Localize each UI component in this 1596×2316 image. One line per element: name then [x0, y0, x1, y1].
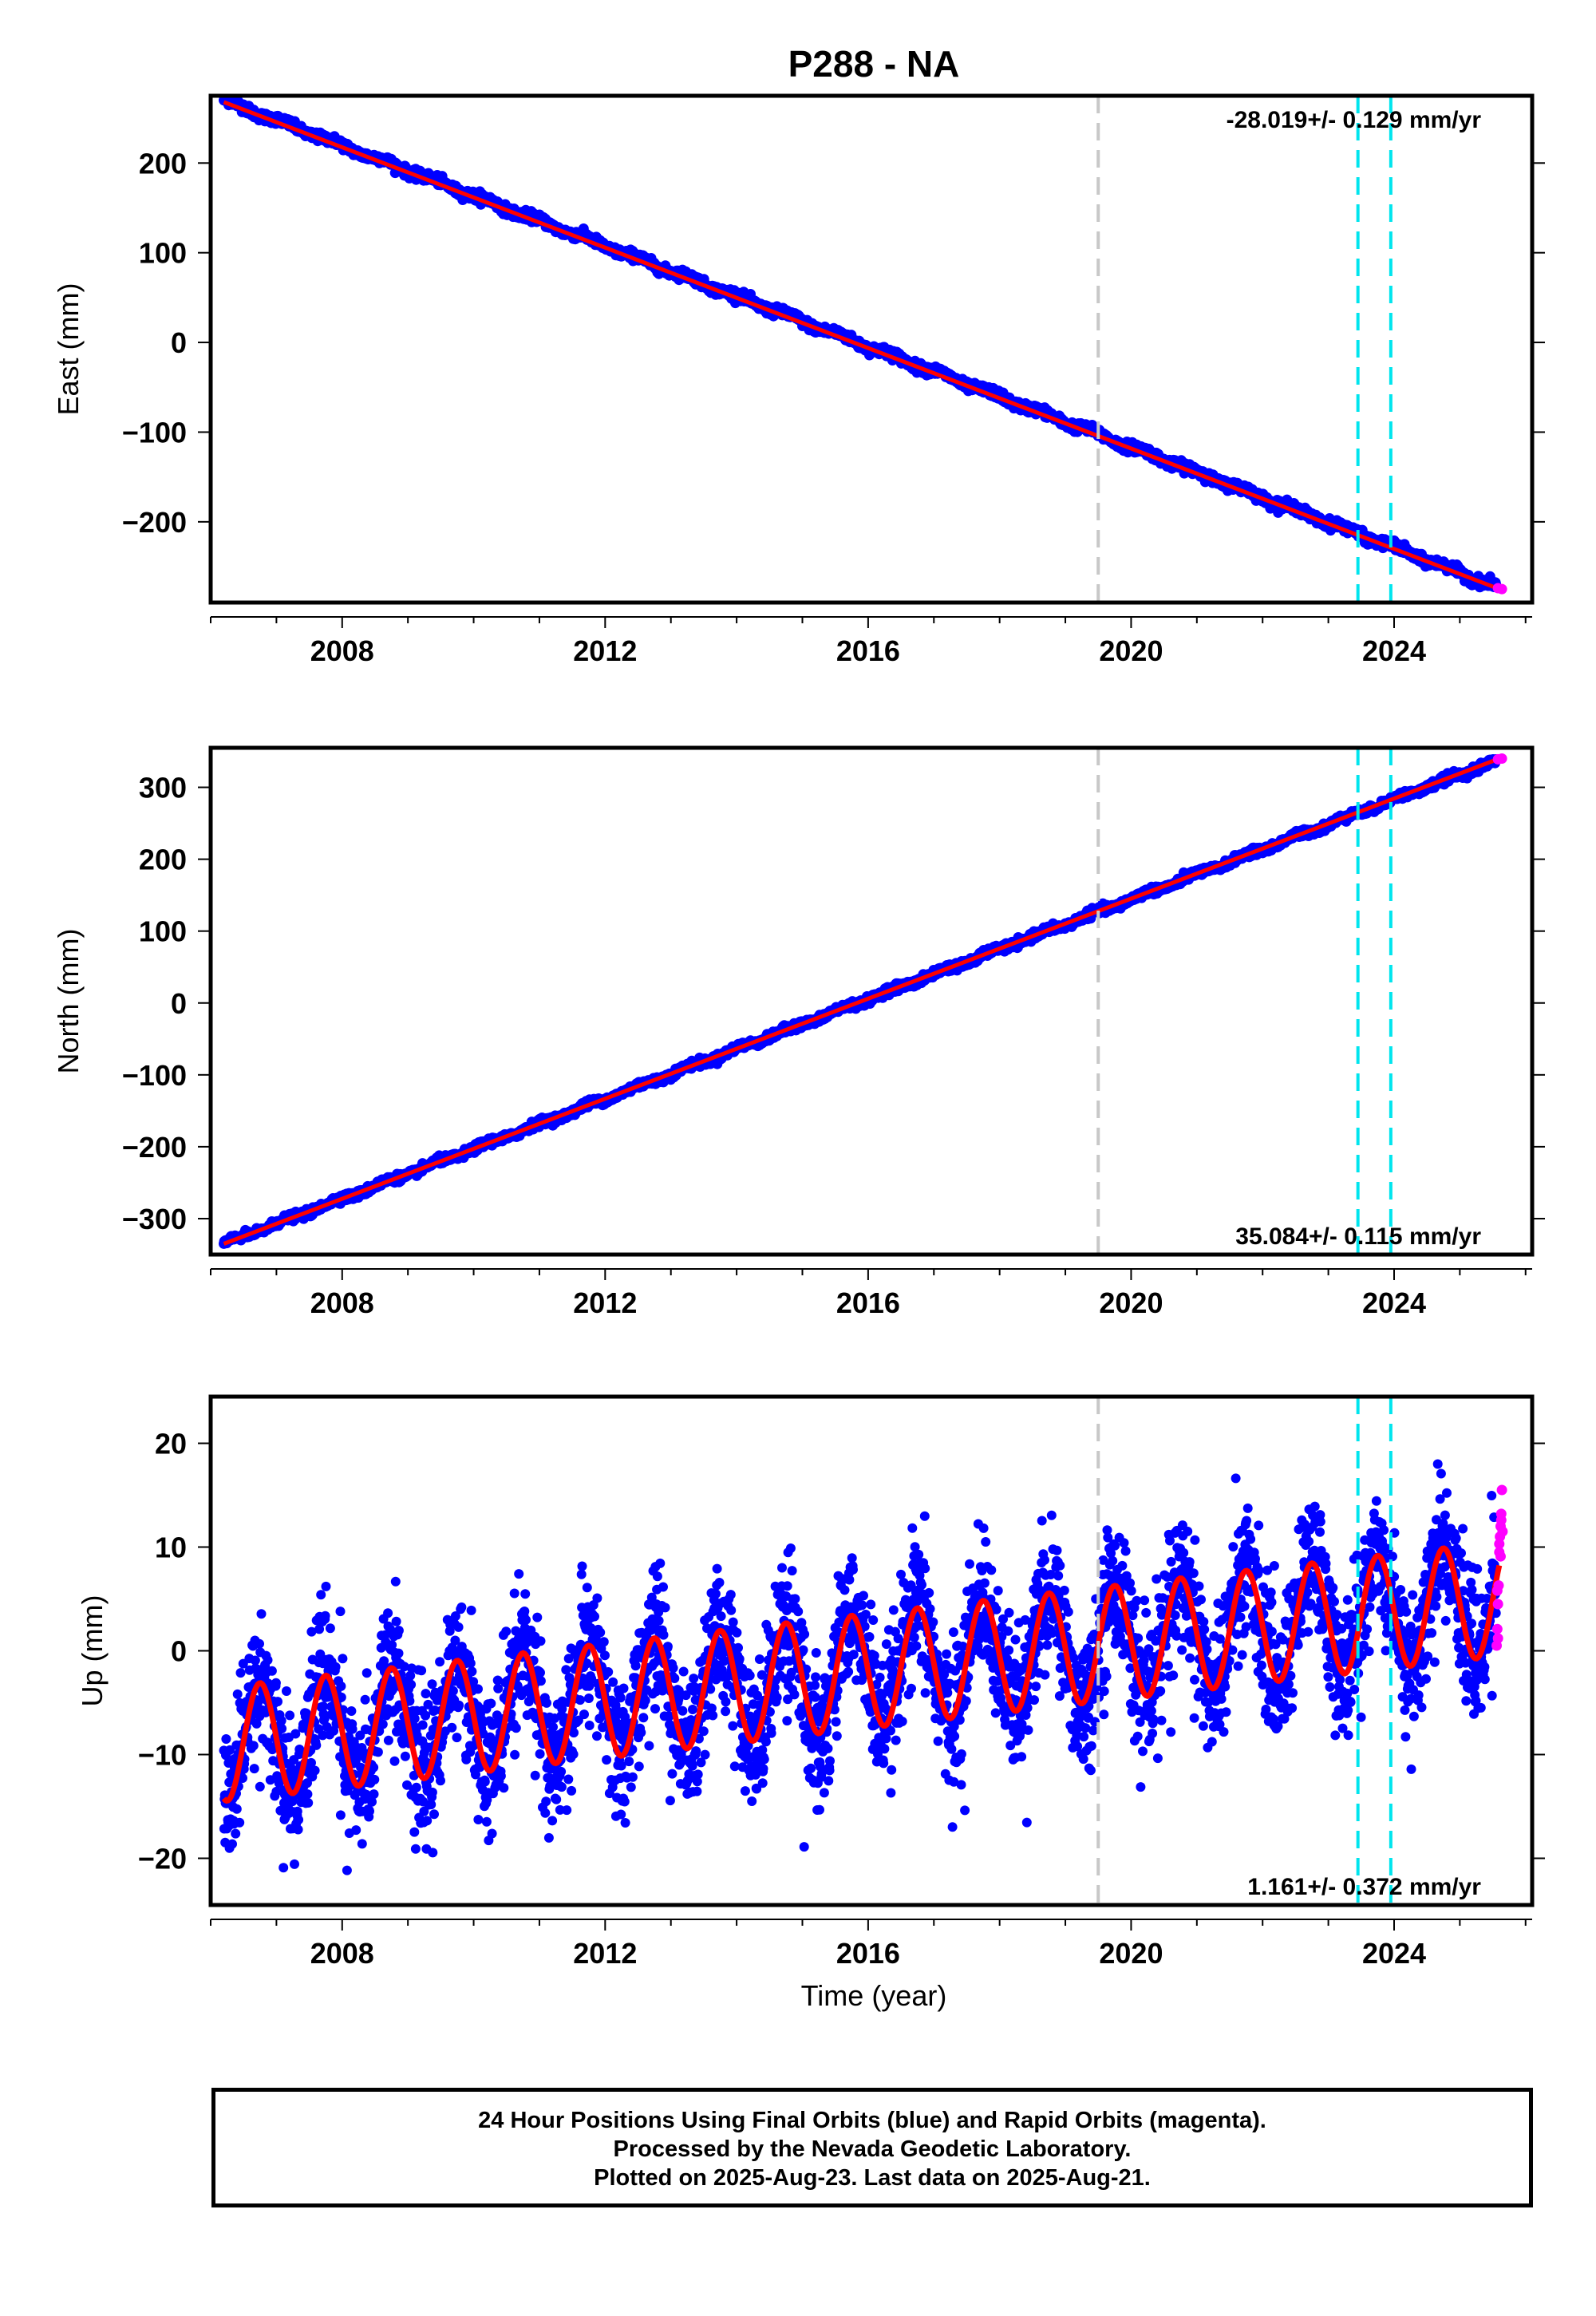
east-x-tick-label: 2012: [573, 634, 637, 667]
east-model-fit-line: [223, 100, 1500, 591]
east-x-tick-label: 2020: [1099, 634, 1163, 667]
east-rapid-orbit-points: [1492, 583, 1507, 595]
east-y-tick-label: −200: [122, 506, 187, 539]
north-panel: 2008 2012 2016 2020 2024−300−200−10001002003…: [52, 745, 1545, 1319]
figure-title: P288 - NA: [788, 43, 960, 85]
east-frame: [208, 93, 1535, 605]
east-rate-text: -28.019+/- 0.129 mm/yr: [1227, 107, 1482, 133]
east-y-tick-label: 100: [139, 237, 187, 270]
east-y-tick-label: 200: [139, 147, 187, 180]
east-x-tick-label: 2024: [1362, 634, 1426, 667]
north-plot-area: [219, 753, 1507, 1249]
east-x-tick-label: 2016: [836, 634, 900, 667]
east-y-tick-label: −100: [122, 416, 187, 449]
east-plot-area: [219, 96, 1507, 595]
east-y-axis-label: East (mm): [52, 283, 85, 416]
east-rapid-point: [1496, 583, 1507, 595]
east-y-tick-label: 0: [171, 326, 187, 359]
east-panel: 2008 2012 2016 2020 2024 −200 −100 0 100 200 East …: [52, 93, 1545, 667]
east-x-tick-label: 2008: [310, 634, 374, 667]
